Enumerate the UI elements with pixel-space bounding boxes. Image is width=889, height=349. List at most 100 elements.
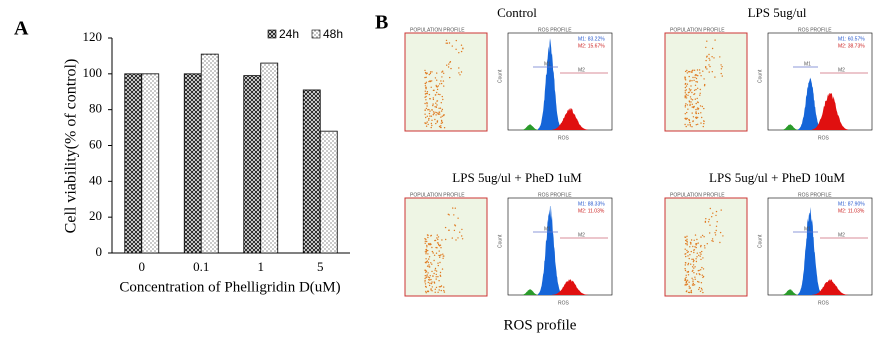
dot	[445, 42, 447, 44]
dot	[696, 69, 699, 71]
dot	[685, 284, 687, 286]
dot	[693, 89, 696, 92]
dot	[690, 242, 692, 244]
dot	[429, 282, 431, 284]
dot	[435, 270, 438, 272]
dot	[686, 283, 689, 285]
dot	[699, 105, 702, 107]
dot	[687, 71, 690, 73]
dot	[691, 266, 694, 268]
m2-percent: M2: 11.03%	[838, 208, 865, 214]
dot	[695, 108, 697, 111]
dot	[689, 254, 691, 256]
dot	[425, 125, 428, 127]
dot	[719, 56, 721, 58]
dot	[695, 102, 697, 105]
marker-label: M2	[838, 232, 845, 238]
dot	[697, 75, 699, 77]
dot	[692, 76, 694, 79]
bar	[319, 130, 338, 254]
dot	[700, 269, 702, 271]
dot	[443, 72, 445, 75]
dot	[703, 236, 705, 238]
dot	[684, 269, 687, 272]
dot	[685, 103, 687, 105]
dot	[431, 250, 434, 253]
dot	[425, 116, 427, 119]
dot	[705, 67, 707, 69]
dot	[685, 276, 687, 279]
histogram-frame	[767, 197, 873, 296]
axis-label: ROS	[818, 300, 830, 306]
dot	[700, 75, 702, 77]
dot	[702, 125, 704, 128]
dot	[699, 72, 701, 74]
axis-label: Count	[497, 234, 503, 248]
dot	[424, 109, 426, 111]
dot	[693, 284, 696, 286]
dot	[703, 78, 705, 80]
dot	[695, 244, 697, 246]
dot	[696, 107, 699, 109]
dot	[685, 282, 687, 284]
dot	[434, 77, 437, 79]
dot	[720, 64, 722, 66]
dot	[696, 101, 699, 103]
dot	[684, 236, 686, 238]
dot	[692, 279, 694, 281]
dot	[447, 66, 450, 68]
dot	[433, 254, 436, 256]
dot	[685, 89, 687, 91]
plot-title: ROS PROFILE	[538, 192, 572, 198]
dot	[439, 113, 441, 115]
dot	[688, 91, 690, 94]
dot	[689, 79, 691, 82]
dot	[699, 88, 701, 91]
dot	[439, 107, 442, 109]
dot	[703, 107, 705, 110]
dot	[425, 271, 427, 274]
dot	[703, 245, 706, 247]
y-tick-label: 100	[83, 65, 103, 80]
dot	[711, 240, 713, 242]
dot	[696, 238, 698, 241]
dot	[429, 115, 431, 117]
dot	[701, 274, 703, 276]
axis-label: Count	[757, 234, 763, 248]
dot	[701, 289, 703, 291]
dot	[431, 290, 433, 292]
dot	[689, 125, 692, 127]
dot	[715, 210, 718, 213]
dot	[698, 287, 701, 289]
dot	[439, 83, 441, 85]
dot	[441, 122, 444, 124]
dot	[699, 94, 701, 96]
dot	[432, 275, 434, 277]
dot	[443, 255, 445, 257]
dot	[454, 225, 457, 227]
dot	[438, 107, 440, 110]
dot	[693, 251, 695, 254]
dot	[460, 71, 463, 73]
dot	[427, 290, 430, 293]
dot	[436, 104, 438, 106]
dot	[427, 109, 429, 111]
dot	[688, 75, 690, 78]
dot	[721, 66, 723, 68]
dot	[428, 258, 430, 260]
dot	[684, 268, 686, 270]
y-axis-label: Cell viability(% of control)	[63, 59, 80, 234]
dot	[702, 257, 704, 259]
dot	[439, 274, 441, 276]
histogram-peak	[798, 207, 822, 295]
dot	[441, 71, 443, 73]
dot	[441, 268, 444, 270]
dot	[426, 121, 428, 123]
dot	[711, 47, 714, 50]
marker-label: M1	[804, 61, 811, 67]
dot	[691, 71, 693, 73]
dot	[439, 126, 442, 128]
dot	[686, 69, 688, 72]
dot	[712, 212, 714, 214]
dot	[428, 73, 430, 76]
